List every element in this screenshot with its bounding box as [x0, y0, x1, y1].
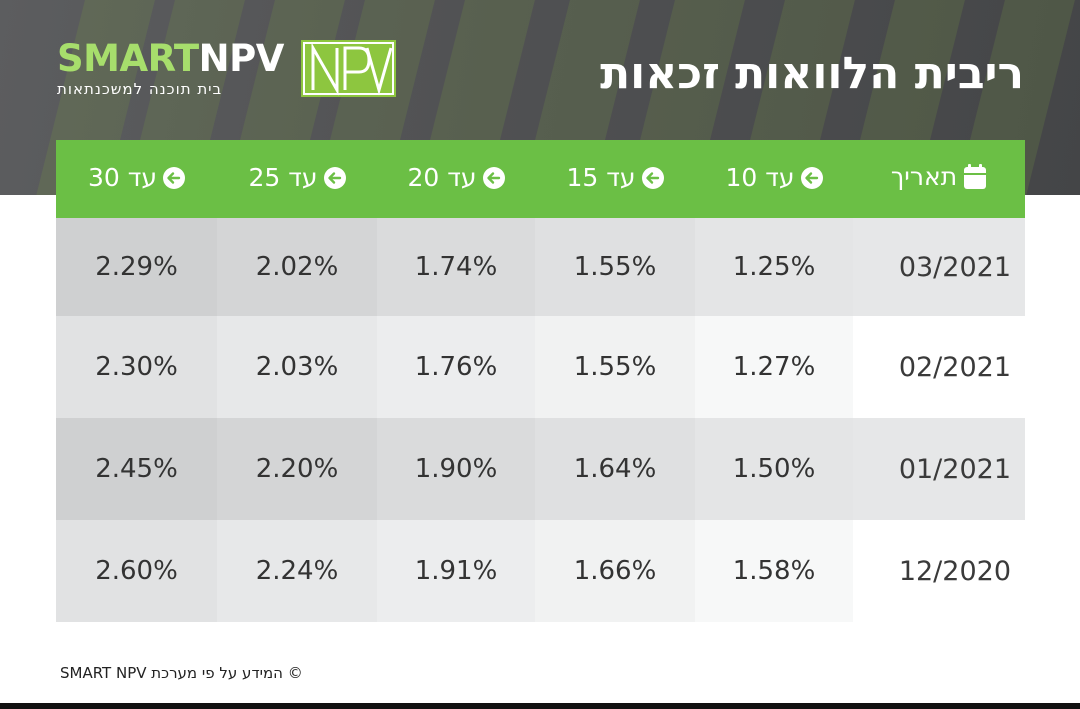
table-cell-rate: 2.03% [217, 316, 377, 418]
table-cell-rate: 1.74% [377, 218, 535, 316]
table-cell-rate: 2.29% [56, 218, 217, 316]
arrow-left-icon [163, 166, 186, 189]
table-cell-date: 01/2021 [853, 418, 1025, 520]
column-header-label: תאריך [890, 162, 958, 192]
arrow-left-icon [800, 166, 823, 189]
table-row: 02/2021 1.27% 1.55% 1.76% 2.03% 2.30% [56, 316, 1025, 418]
table-cell-rate: 1.91% [377, 520, 535, 622]
table-cell-rate: 1.66% [535, 520, 695, 622]
table-cell-rate: 1.64% [535, 418, 695, 520]
logo-tagline: בית תוכנה למשכנתאות [57, 80, 223, 98]
table-cell-date: 12/2020 [853, 520, 1025, 622]
column-header-label: עד 10 [725, 163, 795, 193]
table-cell-rate: 2.30% [56, 316, 217, 418]
table-cell-rate: 2.02% [217, 218, 377, 316]
column-header-30: עד 30 [56, 140, 217, 218]
bottom-divider [0, 703, 1080, 709]
logo-npv-text: NPV [198, 37, 285, 80]
table-cell-date: 02/2021 [853, 316, 1025, 418]
smartnpv-logo: SMARTNPV בית תוכנה למשכנתאות [57, 38, 402, 100]
column-header-label: עד 15 [566, 163, 636, 193]
column-header-10: עד 10 [695, 140, 853, 218]
logo-npv-mark-icon [301, 40, 396, 97]
table-cell-rate: 2.45% [56, 418, 217, 520]
table-header-row: תאריך עד 10 עד 15 [56, 140, 1025, 218]
table-row: 03/2021 1.25% 1.55% 1.74% 2.02% 2.29% [56, 218, 1025, 316]
table-cell-rate: 1.76% [377, 316, 535, 418]
table-cell-rate: 1.25% [695, 218, 853, 316]
table-cell-rate: 1.55% [535, 316, 695, 418]
calendar-icon [964, 163, 987, 189]
column-header-date: תאריך [853, 140, 1025, 218]
column-header-20: עד 20 [377, 140, 535, 218]
table-cell-rate: 1.50% [695, 418, 853, 520]
arrow-left-icon [482, 166, 505, 189]
column-header-label: עד 30 [87, 163, 158, 193]
arrow-left-icon [641, 166, 664, 189]
table-cell-date: 03/2021 [853, 218, 1025, 316]
column-header-label: עד 20 [407, 163, 477, 193]
table-cell-rate: 1.90% [377, 418, 535, 520]
table-cell-rate: 2.60% [56, 520, 217, 622]
rates-table: תאריך עד 10 עד 15 [56, 140, 1025, 622]
column-header-25: עד 25 [217, 140, 377, 218]
table-cell-rate: 1.58% [695, 520, 853, 622]
table-row: 01/2021 1.50% 1.64% 1.90% 2.20% 2.45% [56, 418, 1025, 520]
table-cell-rate: 1.55% [535, 218, 695, 316]
table-cell-rate: 2.20% [217, 418, 377, 520]
column-header-label: עד 25 [248, 163, 318, 193]
table-row: 12/2020 1.58% 1.66% 1.91% 2.24% 2.60% [56, 520, 1025, 622]
page-title: ריבית הלוואות זכאות [600, 48, 1024, 99]
logo-wordmark: SMARTNPV [57, 38, 284, 80]
column-header-15: עד 15 [535, 140, 695, 218]
logo-smart-text: SMART [57, 37, 199, 80]
footer-source-note: © המידע על פי מערכת SMART NPV [60, 664, 303, 682]
table-cell-rate: 1.27% [695, 316, 853, 418]
arrow-left-icon [323, 166, 346, 189]
table-cell-rate: 2.24% [217, 520, 377, 622]
